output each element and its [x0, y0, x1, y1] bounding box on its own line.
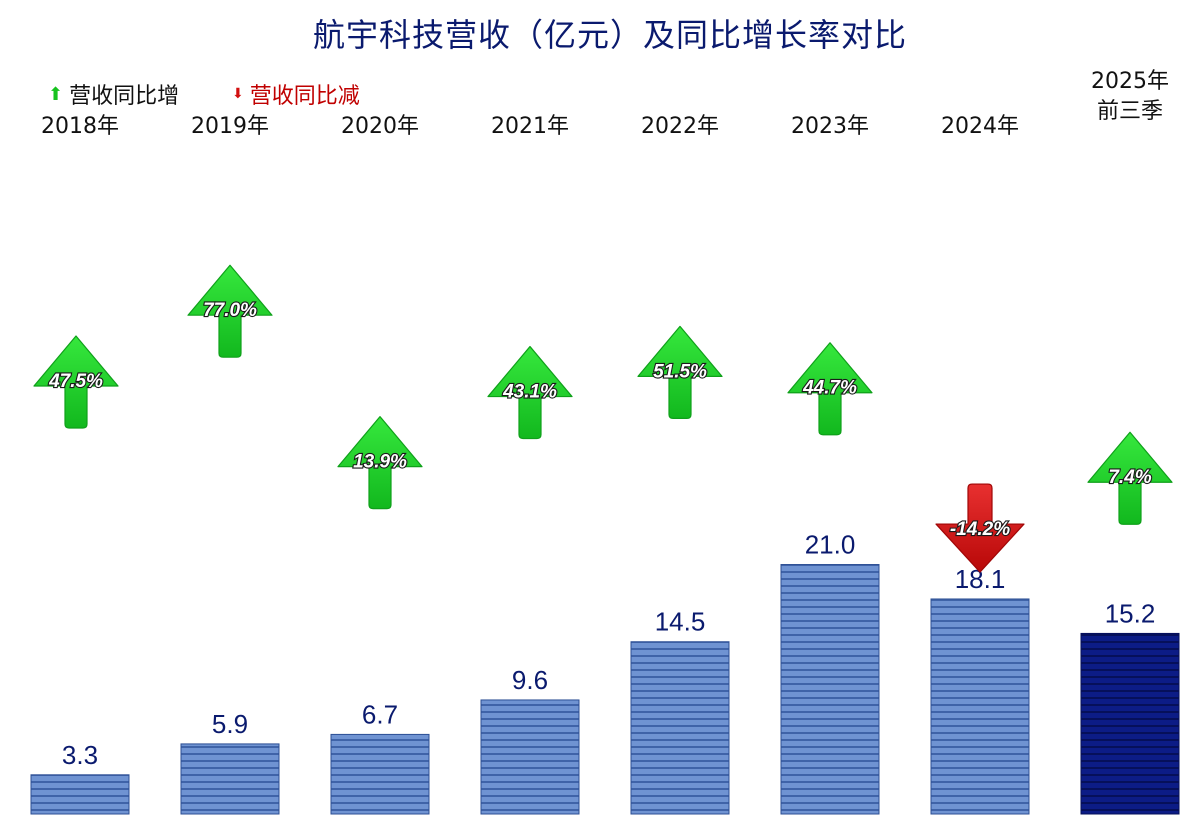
chart-title: 航宇科技营收（亿元）及同比增长率对比: [312, 16, 907, 54]
growth-rate-label: 7.4%: [1108, 467, 1151, 488]
growth-arrow-up: 13.9%: [337, 416, 423, 510]
revenue-bar: [30, 774, 130, 815]
growth-arrow-up: 7.4%: [1087, 431, 1173, 525]
x-tick-label: 2019年: [191, 114, 269, 139]
revenue-value-label: 6.7: [362, 699, 398, 729]
revenue-bar: [330, 733, 430, 815]
x-tick-label: 2025年 前三季: [1091, 69, 1169, 124]
growth-arrow-up: 43.1%: [487, 345, 573, 440]
growth-rate-label: 47.5%: [48, 371, 103, 392]
arrow-up-icon: [337, 416, 423, 510]
growth-rate-label: 51.5%: [653, 361, 707, 382]
arrow-up-icon: [33, 335, 119, 429]
revenue-bar: [630, 641, 730, 815]
revenue-bar: [930, 598, 1030, 815]
revenue-bar: [480, 699, 580, 815]
legend-down: ⬇ 营收同比减: [232, 78, 360, 110]
arrow-up-icon: [187, 264, 273, 358]
arrow-down-icon: ⬇: [232, 86, 244, 102]
arrow-up-icon: [487, 345, 573, 440]
x-tick-label: 2024年: [941, 114, 1019, 139]
x-tick-label: 2018年: [41, 114, 119, 139]
growth-rate-label: 13.9%: [353, 452, 407, 473]
growth-arrow-up: 77.0%: [187, 264, 273, 358]
growth-arrow-down: -14.2%: [935, 483, 1025, 573]
growth-rate-label: 44.7%: [802, 378, 857, 399]
growth-rate-label: 77.0%: [203, 300, 257, 321]
arrow-up-icon: [1087, 431, 1173, 525]
growth-rate-label: -14.2%: [950, 519, 1010, 540]
revenue-bar: [1080, 632, 1180, 815]
legend-down-label: 营收同比减: [249, 84, 360, 109]
revenue-value-label: 15.2: [1105, 598, 1156, 628]
revenue-value-label: 3.3: [62, 740, 98, 770]
arrow-up-icon: [787, 342, 873, 436]
x-tick-label: 2021年: [491, 114, 569, 139]
x-tick-label: 2023年: [791, 114, 869, 139]
growth-arrow-up: 51.5%: [637, 325, 723, 419]
legend-up-label: 营收同比增: [69, 84, 180, 109]
x-tick-label: 2020年: [341, 114, 419, 139]
legend-up: ⬆ 营收同比增: [48, 78, 179, 110]
growth-arrow-up: 47.5%: [33, 335, 119, 429]
growth-arrow-up: 44.7%: [787, 342, 873, 436]
growth-rate-label: 43.1%: [502, 382, 557, 403]
revenue-value-label: 14.5: [655, 607, 706, 637]
revenue-bar: [780, 564, 880, 815]
revenue-value-label: 5.9: [212, 709, 248, 739]
revenue-value-label: 9.6: [512, 665, 548, 695]
arrow-down-icon: [935, 483, 1025, 573]
revenue-bar: [180, 743, 280, 815]
arrow-up-icon: ⬆: [48, 83, 64, 105]
arrow-up-icon: [637, 325, 723, 419]
x-tick-label: 2022年: [641, 114, 719, 139]
revenue-value-label: 21.0: [805, 530, 856, 560]
